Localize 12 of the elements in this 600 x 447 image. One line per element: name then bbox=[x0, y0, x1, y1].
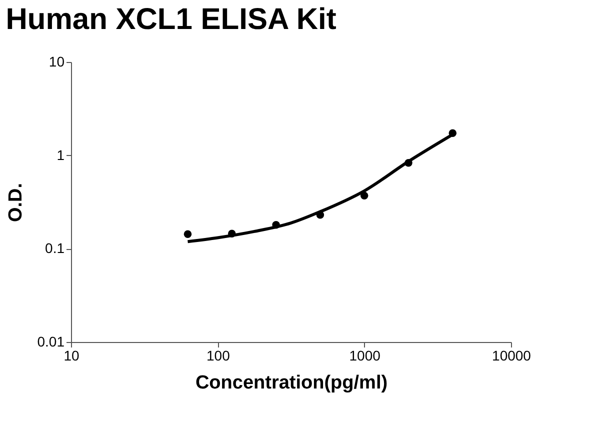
y-tick-label: 10 bbox=[48, 54, 65, 70]
x-tick-label: 1000 bbox=[349, 348, 381, 364]
point bbox=[184, 230, 192, 238]
y-axis-title: O.D. bbox=[5, 182, 26, 222]
y-tick-label: 0.01 bbox=[37, 334, 65, 350]
x-axis-title: Concentration(pg/ml) bbox=[195, 372, 388, 394]
chart-title: Human XCL1 ELISA Kit bbox=[6, 3, 336, 36]
x-tick-label: 100 bbox=[206, 348, 230, 364]
y-tick-label: 1 bbox=[56, 146, 65, 163]
x-tick-label: 10000 bbox=[492, 348, 532, 364]
y-tick-label: 0.1 bbox=[45, 240, 65, 256]
x-tick-label: 10 bbox=[64, 348, 80, 364]
